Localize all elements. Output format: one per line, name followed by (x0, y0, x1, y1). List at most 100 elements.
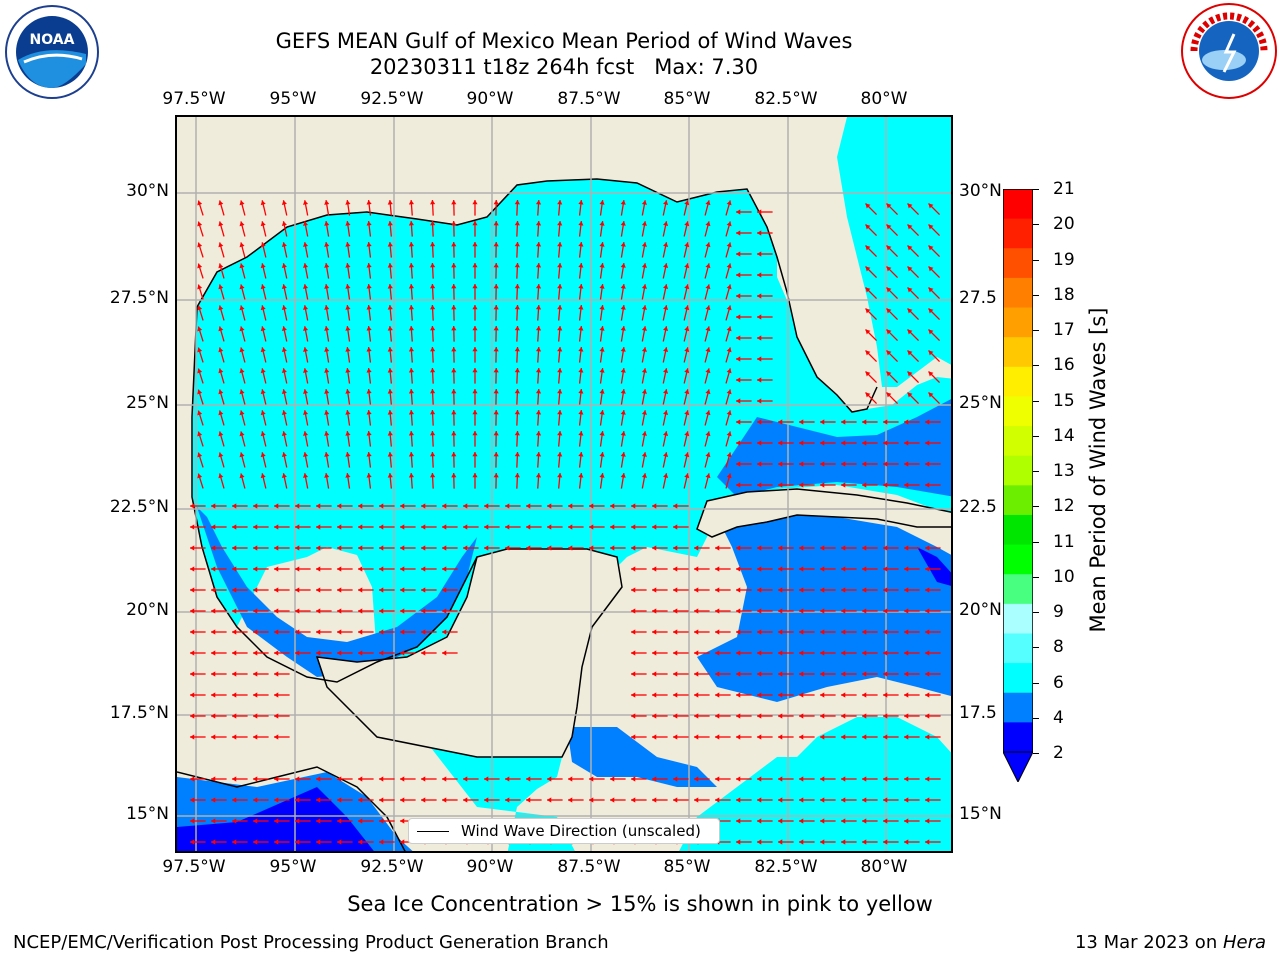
wind-wave-arrowhead (197, 221, 203, 227)
wind-wave-arrowhead (366, 473, 372, 478)
wind-wave-arrowhead (620, 242, 626, 247)
wind-wave-arrowhead (493, 305, 499, 310)
wind-wave-arrowhead (928, 245, 934, 251)
wind-wave-arrowhead (673, 503, 678, 509)
wind-wave-arrowhead (295, 524, 300, 530)
wind-wave-arrowhead (726, 473, 732, 479)
wind-wave-arrowhead (620, 389, 626, 394)
wind-wave-arrowhead (218, 452, 224, 458)
lon-tick-top: 92.5°W (360, 89, 424, 109)
wind-wave-arrowhead (463, 797, 468, 803)
wind-wave-arrowhead (865, 392, 871, 398)
wind-wave-arrowhead (925, 440, 930, 446)
wind-wave-arrowhead (526, 503, 531, 509)
wind-wave-arrowhead (865, 371, 871, 377)
cuba-land (696, 488, 951, 538)
wind-wave-arrowhead (366, 305, 372, 310)
colorbar-tick-mark (1033, 471, 1039, 472)
wind-wave-arrowhead (421, 503, 426, 509)
wind-wave-arrowhead (421, 608, 426, 614)
wind-wave-arrowhead (907, 392, 913, 398)
lon-tick-top: 82.5°W (754, 89, 818, 109)
wind-wave-arrowhead (295, 776, 300, 782)
svg-text:NOAA: NOAA (30, 32, 75, 48)
wind-wave-arrowhead (514, 242, 520, 247)
wind-wave-arrowhead (281, 473, 287, 479)
colorbar-tick-mark (1033, 435, 1039, 437)
wind-wave-arrowhead (673, 713, 678, 719)
wind-wave-arrowhead (757, 818, 762, 824)
wind-wave-arrowhead (610, 776, 615, 782)
wind-wave-arrowhead (673, 734, 678, 740)
wind-wave-arrowhead (366, 242, 372, 247)
wind-wave-arrowhead (862, 713, 867, 719)
wind-wave-arrowhead (652, 503, 657, 509)
colorbar-extend-triangle (1002, 751, 1034, 784)
colorbar-tick-mark (1033, 647, 1039, 649)
wind-wave-arrowhead (345, 347, 351, 352)
wind-wave-arrowhead (253, 608, 258, 614)
wind-wave-arrowhead (451, 221, 457, 226)
wind-wave-arrowhead (799, 839, 804, 845)
wind-wave-arrowhead (820, 797, 825, 803)
wind-wave-arrowhead (358, 839, 363, 845)
wind-wave-arrowhead (324, 473, 330, 478)
wind-wave-arrowhead (557, 473, 563, 478)
lat-tick-left: 22.5°N (109, 497, 169, 517)
wind-wave-arrowhead (715, 692, 720, 698)
wind-wave-arrowhead (451, 410, 457, 415)
wind-wave-arrowhead (641, 389, 647, 394)
colorbar-tick: 13 (1053, 461, 1075, 481)
wind-wave-arrowhead (493, 410, 499, 415)
wind-wave-arrowhead (274, 818, 279, 824)
wind-wave-arrowhead (295, 587, 300, 593)
lon-tick-top: 97.5°W (162, 89, 226, 109)
wind-wave-arrowhead (578, 473, 584, 478)
wind-wave-arrowhead (726, 263, 732, 269)
wind-wave-arrowhead (705, 473, 711, 479)
wind-wave-arrowhead (778, 713, 783, 719)
wind-wave-arrowhead (799, 608, 804, 614)
wind-wave-arrowhead (820, 776, 825, 782)
colorbar-tick: 14 (1053, 425, 1075, 446)
wind-wave-arrowhead (820, 566, 825, 572)
legend-label: Wind Wave Direction (unscaled) (461, 822, 701, 840)
wind-wave-arrowhead (547, 545, 552, 551)
wind-wave-arrowhead (281, 221, 287, 227)
wind-wave-arrowhead (408, 305, 415, 310)
wind-wave-arrowhead (295, 629, 300, 635)
wind-wave-arrowhead (253, 818, 258, 824)
wind-wave-arrowhead (599, 200, 605, 205)
wind-wave-arrowhead (578, 242, 584, 247)
wind-wave-arrowhead (820, 734, 825, 740)
wind-wave-arrowhead (726, 305, 732, 311)
wind-wave-arrowhead (387, 263, 393, 268)
wind-wave-arrowhead (757, 797, 762, 803)
wind-wave-arrowhead (379, 776, 384, 782)
wind-wave-arrowhead (345, 305, 351, 310)
wind-wave-arrowhead (493, 200, 499, 205)
wind-wave-arrowhead (820, 545, 825, 551)
wind-wave-arrowhead (631, 650, 636, 656)
wind-wave-arrowhead (904, 587, 909, 593)
chart-subtitle: 20230311 t18z 264h fcst Max: 7.30 (369, 55, 759, 79)
lat-tick-right: 25°N (959, 393, 1002, 413)
wind-wave-arrowhead (928, 350, 934, 356)
wind-wave-arrowhead (599, 242, 605, 247)
wind-wave-arrowhead (620, 347, 626, 352)
wind-wave-arrowhead (841, 629, 846, 635)
wind-wave-arrowhead (281, 305, 287, 311)
wind-wave-arrowhead (218, 263, 224, 269)
wind-wave-arrowhead (757, 608, 762, 614)
wind-wave-arrowhead (211, 587, 216, 593)
colorbar-label: Mean Period of Wind Waves [s] (1086, 307, 1110, 633)
noaa-logo: NOAA (4, 4, 100, 100)
lat-tick-right: 17.5 (959, 703, 997, 723)
wind-wave-arrowhead (408, 200, 415, 205)
wind-wave-arrowhead (197, 431, 203, 437)
wind-wave-arrowhead (442, 608, 447, 614)
wind-wave-arrowhead (430, 242, 436, 247)
caribbean-deep (917, 547, 951, 586)
wind-wave-arrowhead (253, 839, 258, 845)
wind-wave-arrowhead (442, 566, 447, 572)
